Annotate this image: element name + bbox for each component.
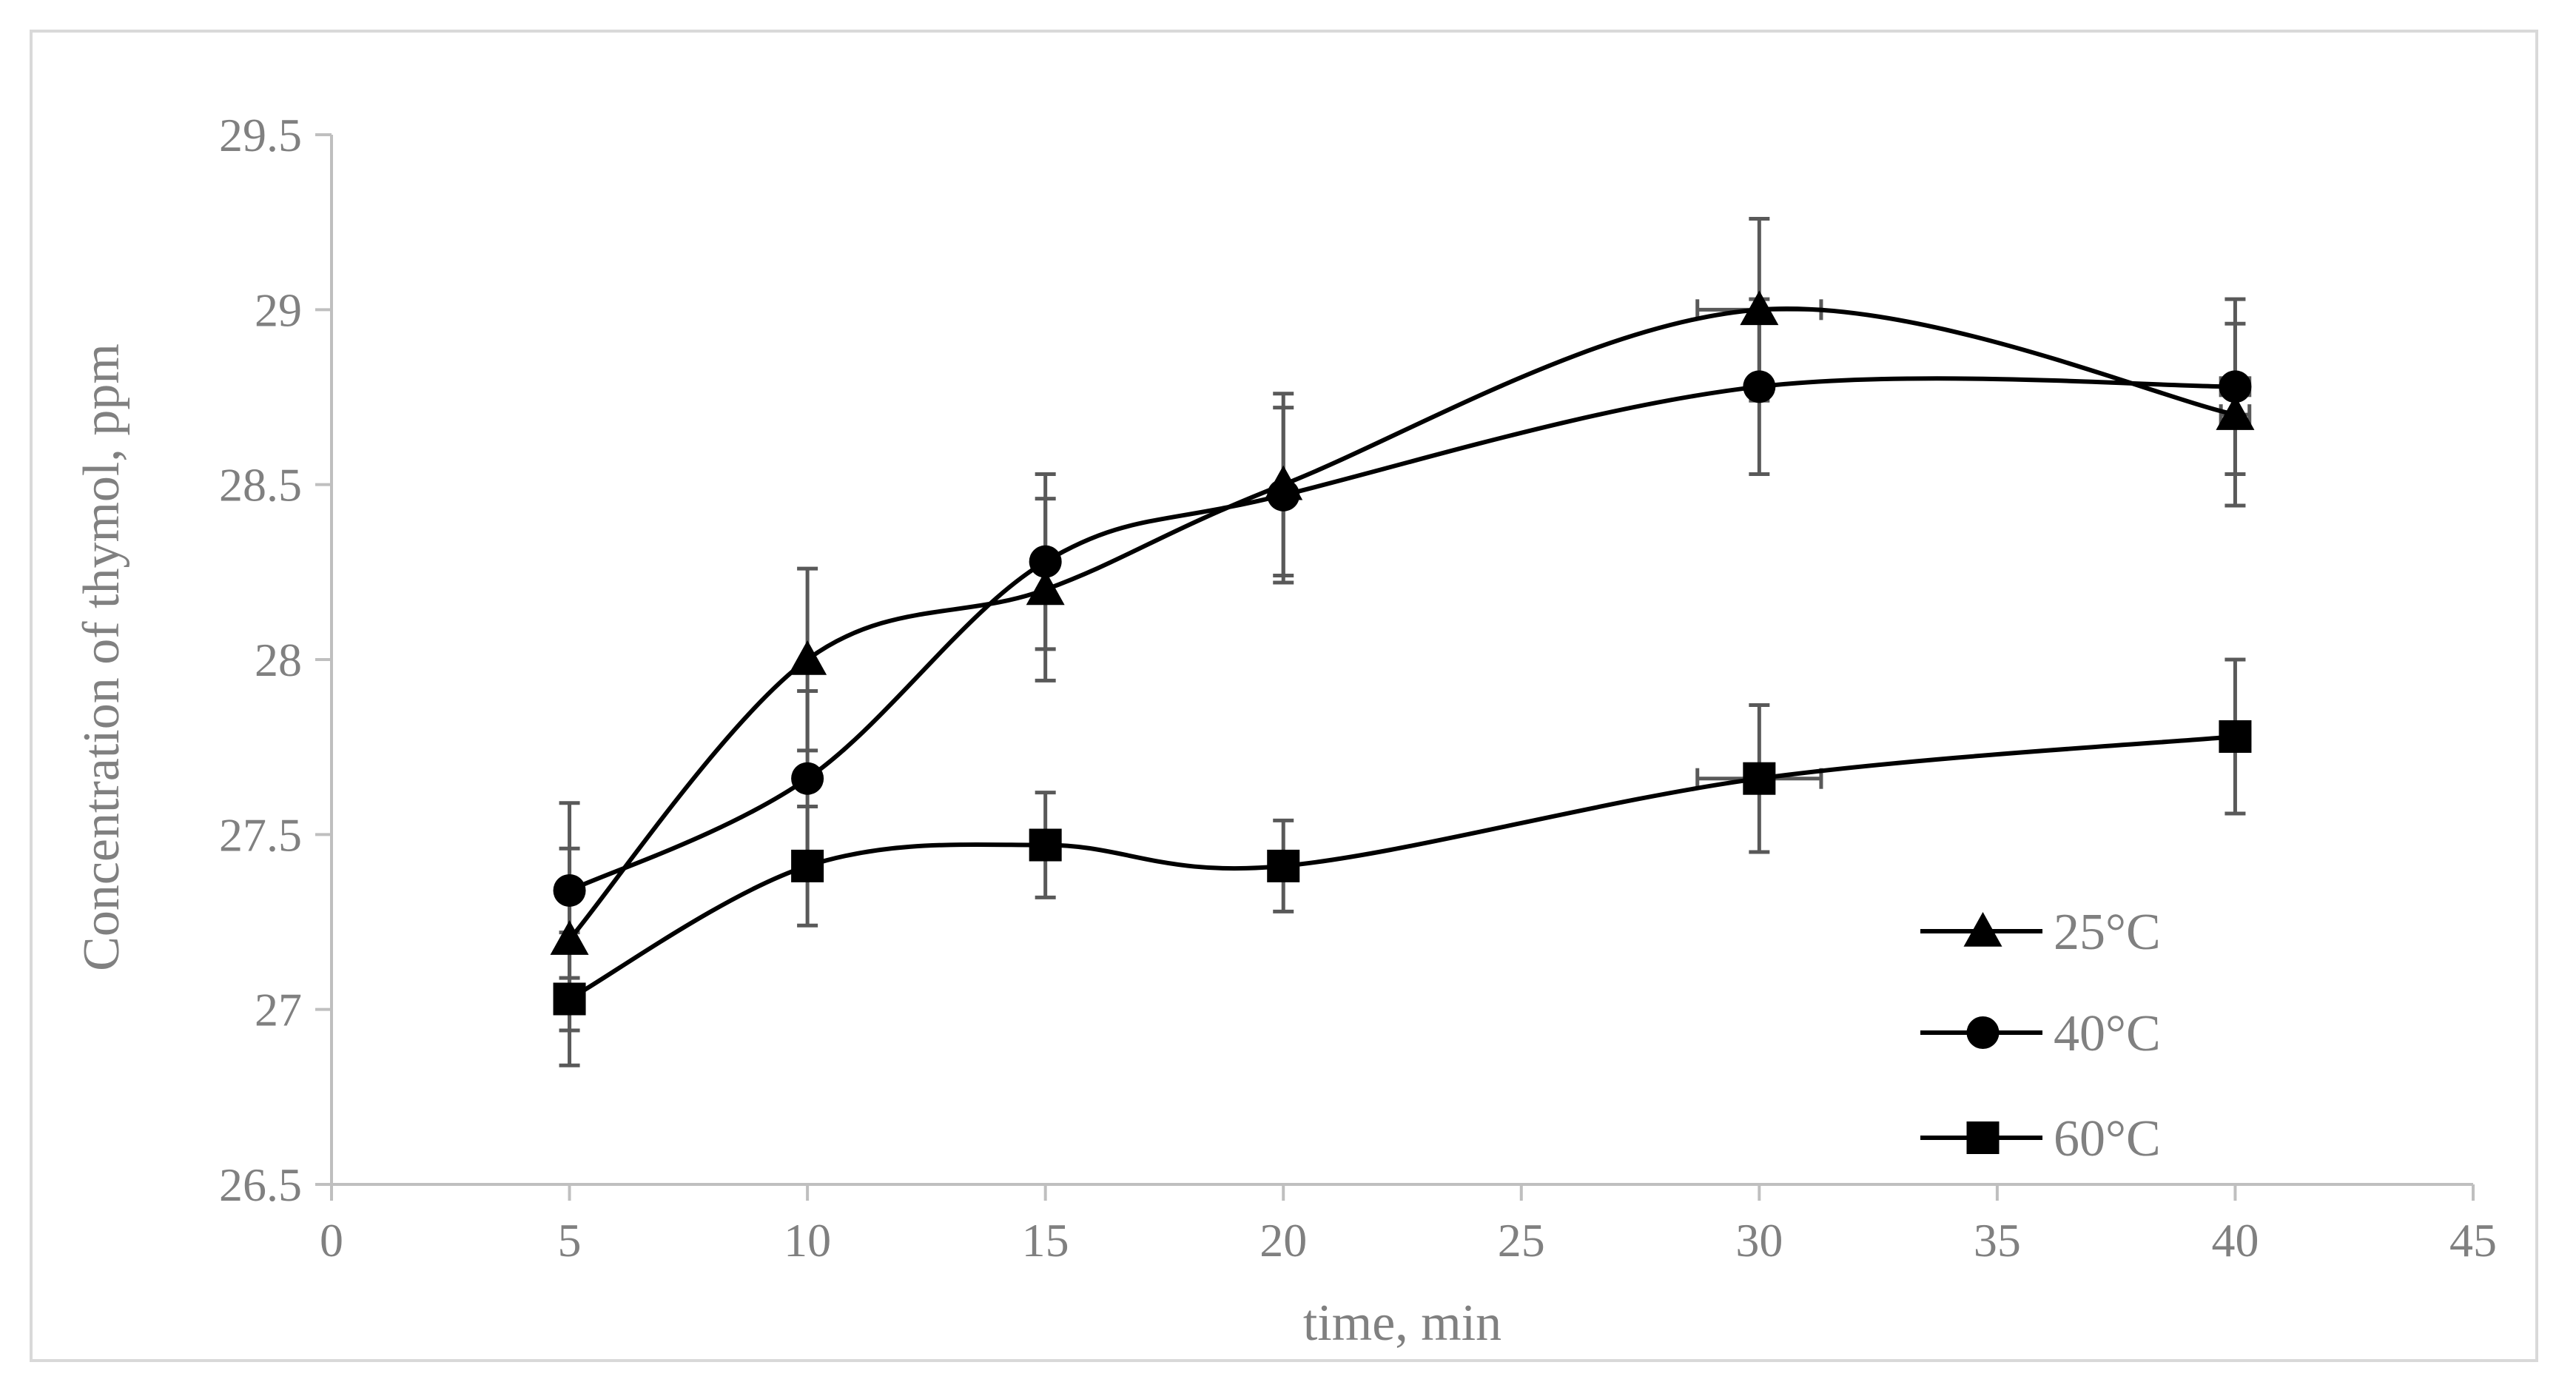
x-tick-label: 5 [558,1214,582,1267]
x-tick-label: 20 [1260,1214,1307,1267]
x-tick-label: 40 [2211,1214,2259,1267]
data-point-circle [791,762,824,795]
data-point-triangle [1740,290,1779,326]
y-tick-label: 28 [255,634,302,686]
data-point-square [791,849,824,882]
data-point-triangle [550,920,589,955]
data-point-circle [1743,370,1776,403]
data-point-square [553,982,586,1016]
data-point-triangle [2216,395,2255,430]
series-lines [568,306,2236,1002]
data-point-square [1267,849,1300,882]
tick-labels: 26.5 27 27.5 28 28.5 29 29.5 0 5 10 15 20 25 30 35 40 45 [219,109,2497,1267]
data-point-circle [1267,478,1300,512]
legend-label-circle: 40°C [2054,1005,2161,1062]
data-point-circle [553,873,586,907]
y-tick-label: 26.5 [219,1158,302,1211]
y-tick-label: 27.5 [219,808,302,861]
data-point-square [1029,828,1062,862]
y-tick-label: 29.5 [219,109,302,161]
series-line-circle [568,376,2236,893]
y-tick-label: 27 [255,984,302,1036]
axes [315,133,2475,1201]
y-tick-label: 28.5 [219,459,302,512]
x-tick-label: 30 [1735,1214,1783,1267]
chart-frame [30,30,2538,1362]
x-tick-label: 35 [1974,1214,2021,1267]
x-axis-title: time, min [1303,1295,1501,1352]
data-point-circle [1029,545,1062,578]
data-point-triangle [1026,570,1065,606]
series-line-triangle [568,306,2236,942]
y-tick-label: 29 [255,284,302,336]
legend-marker-circle [1966,1016,2000,1049]
data-point-triangle [788,640,827,675]
legend: 25°C 40°C 60°C [1920,904,2161,1167]
data-point-circle [2219,370,2252,403]
data-point-square [1743,762,1776,795]
x-tick-label: 45 [2449,1214,2497,1267]
y-axis-title: Concentration of thymol, ppm [73,343,130,971]
series-markers [550,290,2255,1016]
legend-marker-square [1966,1121,2000,1154]
x-tick-label: 25 [1498,1214,1545,1267]
data-point-square [2219,720,2252,753]
legend-label-square: 60°C [2054,1110,2161,1167]
x-tick-label: 15 [1022,1214,1069,1267]
legend-marker-triangle [1963,912,2002,947]
x-tick-label: 0 [320,1214,343,1267]
legend-label-triangle: 25°C [2054,904,2161,961]
x-tick-label: 10 [784,1214,831,1267]
